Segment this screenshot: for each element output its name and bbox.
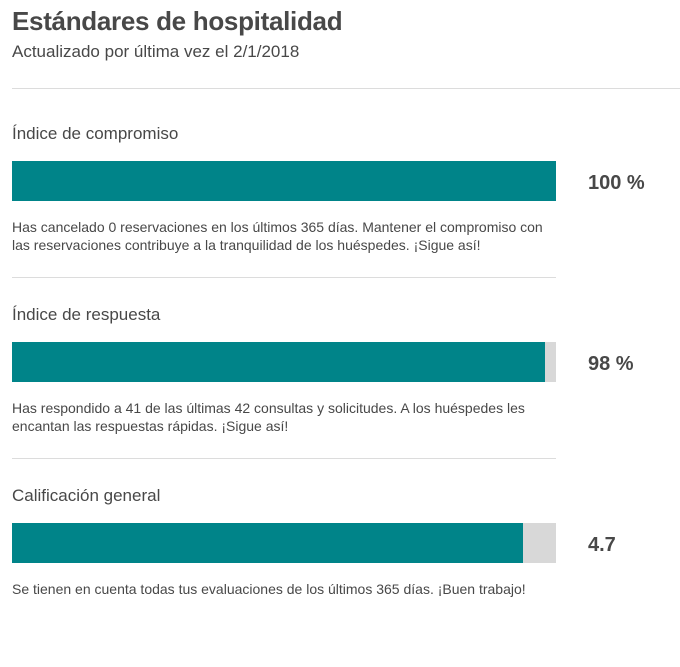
progress-bar xyxy=(12,523,556,563)
page-title: Estándares de hospitalidad xyxy=(12,6,343,36)
last-updated: Actualizado por última vez el 2/1/2018 xyxy=(12,42,300,61)
metric-label: Índice de respuesta xyxy=(12,305,161,324)
metric-value: 4.7 xyxy=(588,534,616,556)
progress-bar xyxy=(12,161,556,201)
progress-fill xyxy=(12,161,556,201)
metric-overall-rating: Calificación general 4.7 Se tienen en cu… xyxy=(12,486,680,667)
metric-commitment-rate: Índice de compromiso 100 % Has cancelado… xyxy=(12,124,680,305)
progress-fill xyxy=(12,342,546,382)
progress-fill xyxy=(12,523,524,563)
progress-bar xyxy=(12,342,556,382)
metric-description: Has cancelado 0 reservaciones en los últ… xyxy=(12,219,543,253)
metric-description: Has respondido a 41 de las últimas 42 co… xyxy=(12,400,525,434)
divider xyxy=(12,277,556,278)
metric-label: Calificación general xyxy=(12,486,161,505)
divider xyxy=(12,458,556,459)
metric-value: 100 % xyxy=(588,172,645,194)
metric-description: Se tienen en cuenta todas tus evaluacion… xyxy=(12,581,526,597)
metric-response-rate: Índice de respuesta 98 % Has respondido … xyxy=(12,305,680,486)
divider xyxy=(12,88,680,89)
metric-value: 98 % xyxy=(588,353,634,375)
metric-label: Índice de compromiso xyxy=(12,124,179,143)
